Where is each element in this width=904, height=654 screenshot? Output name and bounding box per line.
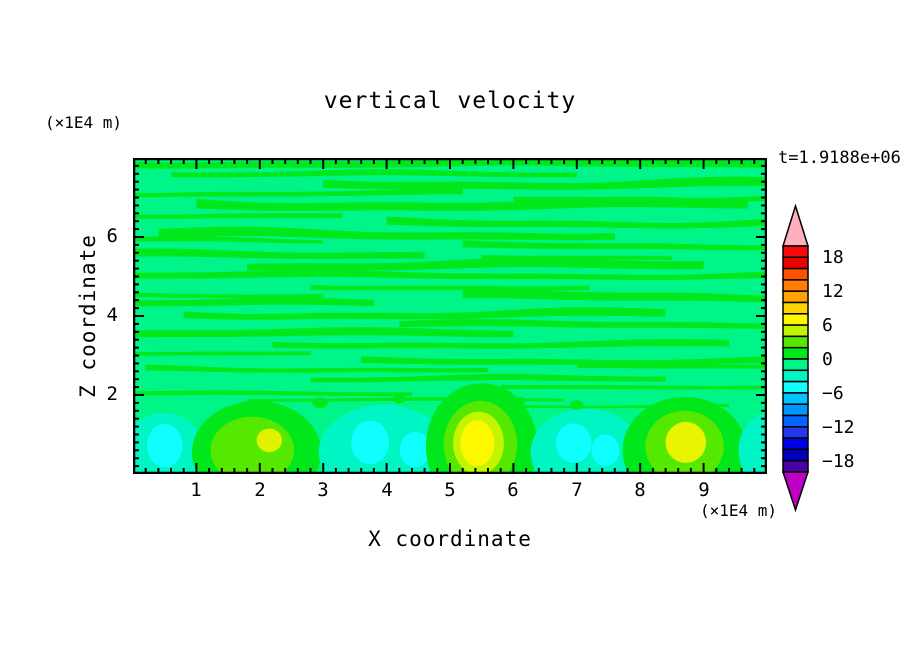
colorbar-tick-label: −6 [822, 383, 844, 404]
x-axis-title: X coordinate [368, 527, 532, 551]
y-tick-label: 4 [106, 304, 118, 326]
x-tick-label: 1 [190, 479, 202, 501]
colorbar [781, 203, 815, 514]
time-annotation: t=1.9188e+06 [778, 148, 901, 168]
x-tick-label: 3 [317, 479, 329, 501]
colorbar-tick-label: 12 [822, 281, 844, 302]
z-axis-unit-label: (×1E4 m) [45, 113, 123, 132]
plot-area [132, 157, 768, 475]
x-tick-label: 6 [507, 479, 519, 501]
plot-title: vertical velocity [323, 88, 577, 114]
x-tick-label: 5 [444, 479, 456, 501]
colorbar-tick-label: 18 [822, 247, 844, 268]
y-tick-label: 6 [106, 225, 118, 247]
x-tick-label: 4 [381, 479, 393, 501]
y-tick-label: 2 [106, 383, 118, 405]
x-tick-label: 8 [634, 479, 646, 501]
colorbar-tick-label: 6 [822, 315, 833, 336]
x-axis-unit-label: (×1E4 m) [699, 501, 777, 520]
x-tick-label: 9 [698, 479, 710, 501]
colorbar-graphic [781, 203, 810, 513]
colorbar-tick-label: 0 [822, 349, 833, 370]
colorbar-tick-label: −18 [822, 451, 855, 472]
x-tick-label: 7 [571, 479, 583, 501]
x-tick-label: 2 [254, 479, 266, 501]
colorbar-tick-label: −12 [822, 417, 855, 438]
contour-field [132, 157, 768, 475]
